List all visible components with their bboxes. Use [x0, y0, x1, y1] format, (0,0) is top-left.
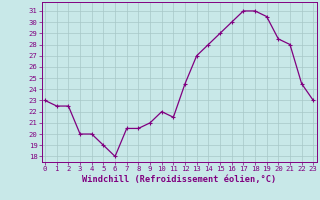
X-axis label: Windchill (Refroidissement éolien,°C): Windchill (Refroidissement éolien,°C)	[82, 175, 276, 184]
